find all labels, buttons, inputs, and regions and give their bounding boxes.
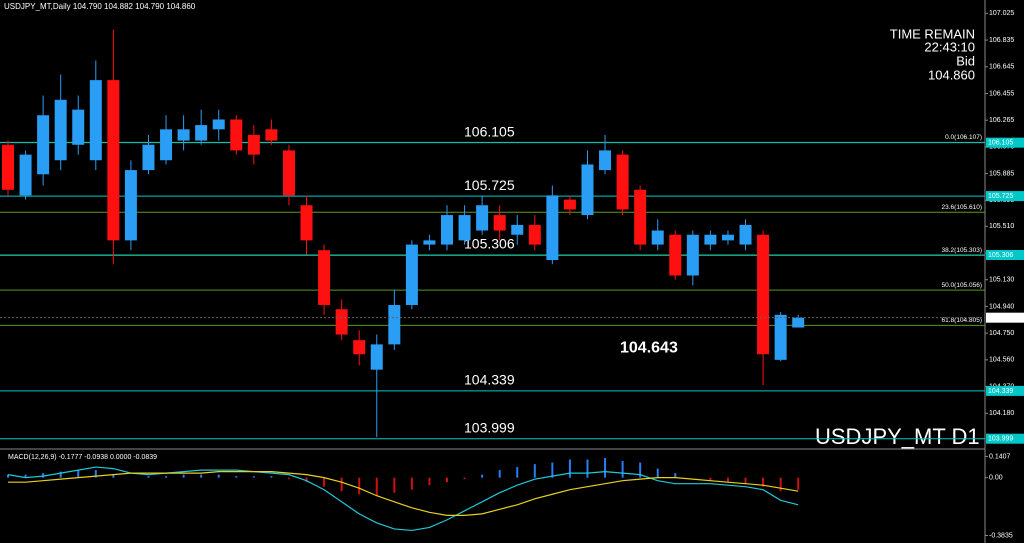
candle-body — [686, 234, 699, 276]
y-tick-label: 106.265 — [989, 117, 1014, 124]
candle-body — [160, 129, 173, 161]
y-tick-label: 106.835 — [989, 37, 1014, 44]
time-remain: 22:43:10 — [924, 39, 975, 54]
bid-label: Bid — [956, 53, 975, 68]
y-tick-label: 0.00 — [989, 474, 1003, 481]
candle-body — [704, 234, 717, 245]
level-label: 103.999 — [464, 419, 515, 435]
y-tick-label: 0.1407 — [989, 453, 1011, 460]
candle-body — [616, 154, 629, 210]
level-tag-label: 105.306 — [988, 252, 1013, 259]
level-tag — [986, 433, 1024, 444]
candle-body — [89, 80, 102, 161]
level-label: 106.105 — [464, 123, 515, 139]
y-tick-label: 104.750 — [989, 330, 1014, 337]
candle-body — [2, 144, 14, 190]
candle-body — [528, 224, 541, 245]
fibo-label: 0.0(106.107) — [945, 134, 982, 141]
candle-body — [423, 240, 436, 245]
candle-body — [265, 129, 278, 141]
candle-body — [212, 119, 225, 130]
level-tag-label: 104.339 — [988, 388, 1013, 395]
level-label: 105.306 — [464, 236, 515, 252]
level-tag-label: 105.725 — [988, 193, 1013, 200]
candle-body — [370, 344, 383, 370]
y-tick-label: 105.130 — [989, 277, 1014, 284]
y-tick-label: 106.645 — [989, 64, 1014, 71]
candle-body — [634, 189, 647, 245]
level-tag — [986, 137, 1024, 148]
level-tag-label: 106.105 — [988, 140, 1013, 147]
macd-line — [8, 471, 799, 516]
y-tick-label: 104.940 — [989, 303, 1014, 310]
y-tick-label: 105.510 — [989, 223, 1014, 230]
candle-body — [792, 317, 805, 328]
candle-body — [581, 164, 594, 216]
candle-body — [124, 170, 137, 241]
candle-body — [441, 215, 453, 245]
candle-body — [335, 309, 348, 335]
candle-body — [651, 230, 664, 245]
candle-body — [282, 150, 295, 196]
candle-body — [757, 234, 770, 355]
annotation: 104.643 — [620, 339, 678, 356]
level-tag — [986, 191, 1024, 202]
candle-body — [774, 314, 787, 360]
candle-body — [721, 234, 734, 241]
y-tick-label: 104.180 — [989, 410, 1014, 417]
candle-body — [318, 250, 331, 306]
level-label: 105.725 — [464, 177, 515, 193]
symbol-label: USDJPY_MT D1 — [815, 424, 980, 449]
candle-body — [72, 109, 85, 145]
y-tick-label: 106.455 — [989, 90, 1014, 97]
candle-body — [353, 340, 366, 355]
fibo-label: 23.6(105.610) — [942, 204, 982, 211]
fibo-label: 61.8(104.805) — [942, 317, 982, 324]
candle-body — [37, 115, 50, 175]
current-price-tag — [986, 312, 1024, 323]
bid: 104.860 — [928, 67, 975, 82]
candle-body — [739, 224, 752, 245]
macd-title: MACD(12,26,9) -0.1777 -0.0938 0.0000 -0.… — [8, 454, 157, 461]
candle-body — [599, 150, 612, 171]
current-price-label: 104.860 — [988, 315, 1013, 322]
candle-body — [405, 244, 418, 306]
macd-line — [7, 466, 799, 532]
candle-body — [546, 195, 559, 261]
candle-body — [177, 129, 190, 141]
y-tick-label: 107.025 — [989, 10, 1014, 17]
candle-body — [107, 80, 120, 241]
candle-body — [511, 224, 524, 235]
fibo-label: 38.2(105.303) — [942, 247, 982, 254]
y-tick-label: -0.3835 — [989, 532, 1013, 539]
candle-body — [458, 215, 471, 241]
candle-body — [300, 205, 313, 241]
candle-body — [54, 99, 67, 161]
candle-body — [669, 234, 682, 276]
candle-body — [230, 119, 243, 151]
fibo-label: 50.0(105.056) — [942, 282, 982, 289]
candle-body — [476, 205, 489, 231]
candle-body — [247, 134, 260, 155]
candle-body — [388, 305, 401, 345]
y-tick-label: 105.885 — [989, 170, 1014, 177]
level-label: 104.339 — [464, 372, 515, 388]
candle-body — [493, 215, 506, 231]
level-tag-label: 103.999 — [988, 436, 1013, 443]
candle-body — [19, 154, 32, 196]
candle-body — [195, 125, 208, 141]
candle-body — [563, 199, 576, 210]
time-remain-label: TIME REMAIN — [890, 26, 975, 41]
level-tag — [986, 249, 1024, 260]
y-tick-label: 104.560 — [989, 357, 1014, 364]
candle-body — [142, 144, 155, 171]
header: USDJPY_MT,Daily 104.790 104.882 104.790 … — [4, 2, 196, 11]
level-tag — [986, 385, 1024, 396]
